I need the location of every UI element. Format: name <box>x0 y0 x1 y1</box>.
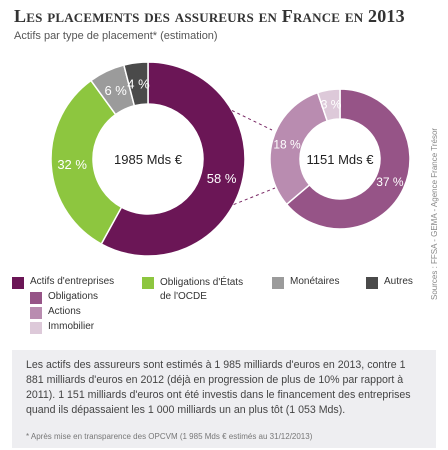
legend-item-obligations: Obligations <box>30 291 142 306</box>
legend-item-immobilier: Immobilier <box>30 321 142 336</box>
main-slice-label-3: 4 % <box>127 77 150 92</box>
legend-swatch <box>30 322 42 334</box>
legend-item-actions: Actions <box>30 306 142 321</box>
sub-slice-label-0: 37 % <box>376 175 404 189</box>
chart-subtitle: Actifs par type de placement* (estimatio… <box>14 30 218 42</box>
legend-item-autres: Autres <box>366 276 426 291</box>
connector-line <box>231 110 273 131</box>
legend-label: Obligations <box>48 291 99 302</box>
main-center-label: 1985 Mds € <box>114 152 183 167</box>
legend-group-1: Actifs d'entreprises Obligations Actions… <box>12 276 142 336</box>
charts-area: 58 % 32 % 6 % 4 % 1985 Mds € 37 % 18 % 3 % 1151 … <box>50 61 411 257</box>
main-slice-0 <box>100 61 246 257</box>
legend-item-obligations-etats: Obligations d'États de l'OCDE <box>142 276 252 304</box>
legend-label: Autres <box>384 276 413 287</box>
main-slice-label-1: 32 % <box>57 157 87 172</box>
connector-line <box>233 187 276 206</box>
legend-swatch <box>272 277 284 289</box>
sub-slice-label-2: 3 % <box>321 98 342 112</box>
legend-group-3: Monétaires <box>272 276 362 291</box>
legend-item-actifs-entreprises: Actifs d'entreprises <box>12 276 142 291</box>
sub-center-label: 1151 Mds € <box>307 152 375 167</box>
footnote: * Après mise en transparence des OPCVM (… <box>26 432 313 441</box>
main-slice-label-2: 6 % <box>104 83 127 98</box>
legend-swatch <box>30 307 42 319</box>
sub-slice-label-1: 18 % <box>273 137 301 151</box>
legend-label: Monétaires <box>290 276 340 287</box>
legend-swatch <box>142 277 154 289</box>
main-slice-1 <box>50 79 123 246</box>
legend-swatch <box>12 277 24 289</box>
main-slice-3 <box>122 61 149 107</box>
sub-slice-2 <box>316 88 341 123</box>
sub-slice-1 <box>269 91 329 206</box>
legend-label: Actifs d'entreprises <box>30 276 115 287</box>
legend-swatch <box>366 277 378 289</box>
source-note: Sources : FFSA - GEMA - Agence France Tr… <box>430 127 439 300</box>
legend-group-2: Obligations d'États de l'OCDE <box>142 276 252 304</box>
legend-label: Immobilier <box>48 321 95 332</box>
legend-group-4: Autres <box>366 276 426 291</box>
sub-slice-0 <box>285 88 411 230</box>
legend-label: Obligations d'États de l'OCDE <box>160 277 244 302</box>
main-slice-label-0: 58 % <box>207 171 237 186</box>
summary-box: Les actifs des assureurs sont estimés à … <box>12 350 436 448</box>
legend-label: Actions <box>48 306 81 317</box>
legend-swatch <box>30 292 42 304</box>
summary-text: Les actifs des assureurs sont estimés à … <box>26 359 411 416</box>
legend-item-monetaires: Monétaires <box>272 276 362 291</box>
chart-title: Les placements des assureurs en France e… <box>14 6 405 26</box>
